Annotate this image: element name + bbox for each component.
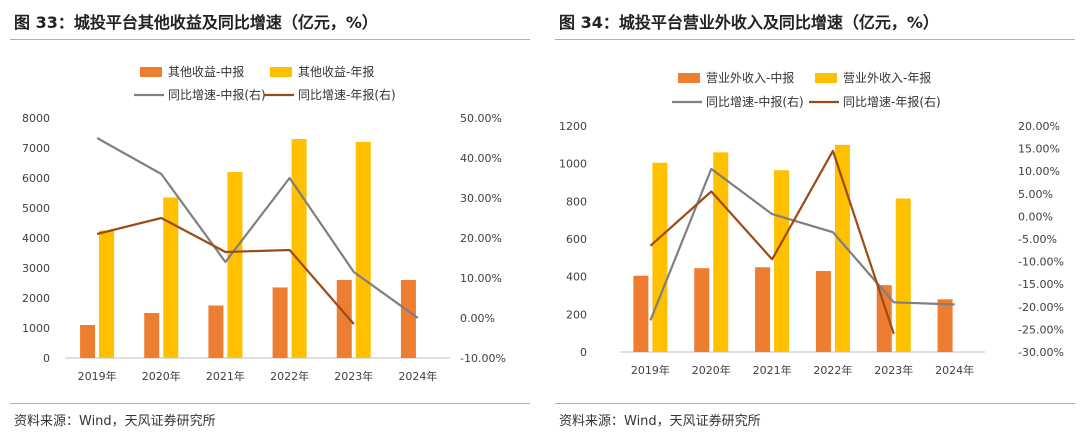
line-growth_mid [96, 137, 419, 319]
right-axis-tick-label: 30.00% [460, 192, 502, 205]
right-axis-tick-label: 0.00% [1018, 210, 1053, 223]
bar-mid [694, 268, 710, 352]
bar-mid [336, 280, 352, 358]
right-axis-tick-label: -10.00% [460, 352, 506, 365]
right-axis-tick-label: -20.00% [1018, 301, 1064, 314]
figure-34-panel: 图 34：城投平台营业外收入及同比增速（亿元，%） 营业外收入-中报 营业外收入-… [545, 0, 1075, 438]
bar-annual [355, 142, 371, 358]
bar-annual [227, 172, 243, 358]
right-axis-tick-label: 5.00% [1018, 188, 1053, 201]
source-note: 资料来源：Wind，天风证券研究所 [559, 414, 761, 429]
left-axis-tick-label: 2000 [22, 292, 50, 305]
left-axis-tick-label: 0 [43, 352, 50, 365]
right-axis-tick-label: -15.00% [1018, 278, 1064, 291]
left-axis-tick-label: 200 [566, 308, 587, 321]
right-axis-tick-label: -30.00% [1018, 346, 1064, 359]
bar-mid [208, 305, 224, 358]
right-axis-tick-label: 50.00% [460, 112, 502, 125]
bar-mid [755, 267, 771, 352]
title-rule [555, 39, 1075, 40]
right-axis-tick-label: 0.00% [460, 312, 495, 325]
bar-annual [713, 152, 729, 352]
x-axis-category-label: 2021年 [206, 369, 245, 383]
bar-annual [291, 139, 307, 358]
left-axis-tick-label: 4000 [22, 232, 50, 245]
bar-mid [633, 275, 649, 352]
bar-annual [834, 144, 850, 352]
left-axis-tick-label: 600 [566, 233, 587, 246]
title-rule [10, 39, 530, 40]
figure-title: 图 34：城投平台营业外收入及同比增速（亿元，%） [559, 13, 939, 32]
bar-mid [815, 271, 831, 352]
legend-swatch-mid [678, 73, 700, 83]
bar-annual [163, 197, 179, 358]
bar-mid [272, 287, 288, 358]
legend-label-mid: 营业外收入-中报 [706, 70, 794, 85]
left-axis-tick-label: 1000 [559, 158, 587, 171]
left-axis-tick-label: 7000 [22, 142, 50, 155]
left-axis-tick-label: 1000 [22, 322, 50, 335]
bar-annual [652, 162, 668, 352]
bar-mid [876, 285, 892, 352]
left-axis-tick-label: 5000 [22, 202, 50, 215]
legend-label-growth_annual: 同比增速-年报(右) [298, 87, 396, 102]
legend-swatch-mid [140, 67, 162, 77]
bar-annual [895, 198, 911, 352]
x-axis-category-label: 2023年 [334, 369, 373, 383]
right-axis-tick-label: 10.00% [460, 272, 502, 285]
bar-annual [774, 170, 790, 352]
legend-label-mid: 其他收益-中报 [168, 64, 244, 79]
x-axis-category-label: 2019年 [78, 369, 117, 383]
right-axis-tick-label: 10.00% [1018, 165, 1060, 178]
figure-title: 图 33：城投平台其他收益及同比增速（亿元，%） [14, 13, 378, 32]
line-growth_annual [96, 216, 355, 325]
legend-swatch-annual [815, 73, 837, 83]
right-axis-tick-label: 40.00% [460, 152, 502, 165]
x-axis-category-label: 2024年 [398, 369, 437, 383]
right-axis-tick-label: 15.00% [1018, 143, 1060, 156]
source-note: 资料来源：Wind，天风证券研究所 [14, 414, 216, 429]
x-axis-category-label: 2022年 [270, 369, 309, 383]
x-axis-category-label: 2021年 [753, 363, 792, 377]
line-growth_mid [649, 167, 955, 321]
left-axis-tick-label: 800 [566, 195, 587, 208]
legend-label-growth_annual: 同比增速-年报(右) [843, 94, 941, 109]
right-axis-tick-label: -25.00% [1018, 323, 1064, 336]
bar-annual [99, 230, 115, 358]
bar-mid [937, 299, 953, 352]
right-axis-tick-label: -5.00% [1018, 233, 1057, 246]
right-axis-tick-label: 20.00% [460, 232, 502, 245]
legend-label-growth_mid: 同比增速-中报(右) [168, 87, 266, 102]
x-axis-category-label: 2020年 [692, 363, 731, 377]
x-axis-category-label: 2024年 [935, 363, 974, 377]
left-axis-tick-label: 1200 [559, 120, 587, 133]
left-axis-tick-label: 3000 [22, 262, 50, 275]
x-axis-category-label: 2022年 [813, 363, 852, 377]
figure-33-panel: 图 33：城投平台其他收益及同比增速（亿元，%） 其他收益-中报 其他收益-年报同… [0, 0, 530, 438]
legend-swatch-annual [270, 67, 292, 77]
bar-mid [80, 325, 96, 358]
line-growth_annual [649, 149, 895, 335]
legend-label-annual: 其他收益-年报 [298, 64, 374, 79]
left-axis-tick-label: 0 [580, 346, 587, 359]
x-axis-category-label: 2019年 [631, 363, 670, 377]
x-axis-category-label: 2023年 [874, 363, 913, 377]
left-axis-tick-label: 6000 [22, 172, 50, 185]
bar-mid [400, 280, 416, 358]
right-axis-tick-label: -10.00% [1018, 256, 1064, 269]
left-axis-tick-label: 8000 [22, 112, 50, 125]
source-rule [10, 403, 530, 404]
bar-mid [144, 313, 160, 358]
left-axis-tick-label: 400 [566, 271, 587, 284]
legend-label-growth_mid: 同比增速-中报(右) [706, 94, 804, 109]
source-rule [555, 403, 1075, 404]
right-axis-tick-label: 20.00% [1018, 120, 1060, 133]
legend-label-annual: 营业外收入-年报 [843, 70, 931, 85]
x-axis-category-label: 2020年 [142, 369, 181, 383]
